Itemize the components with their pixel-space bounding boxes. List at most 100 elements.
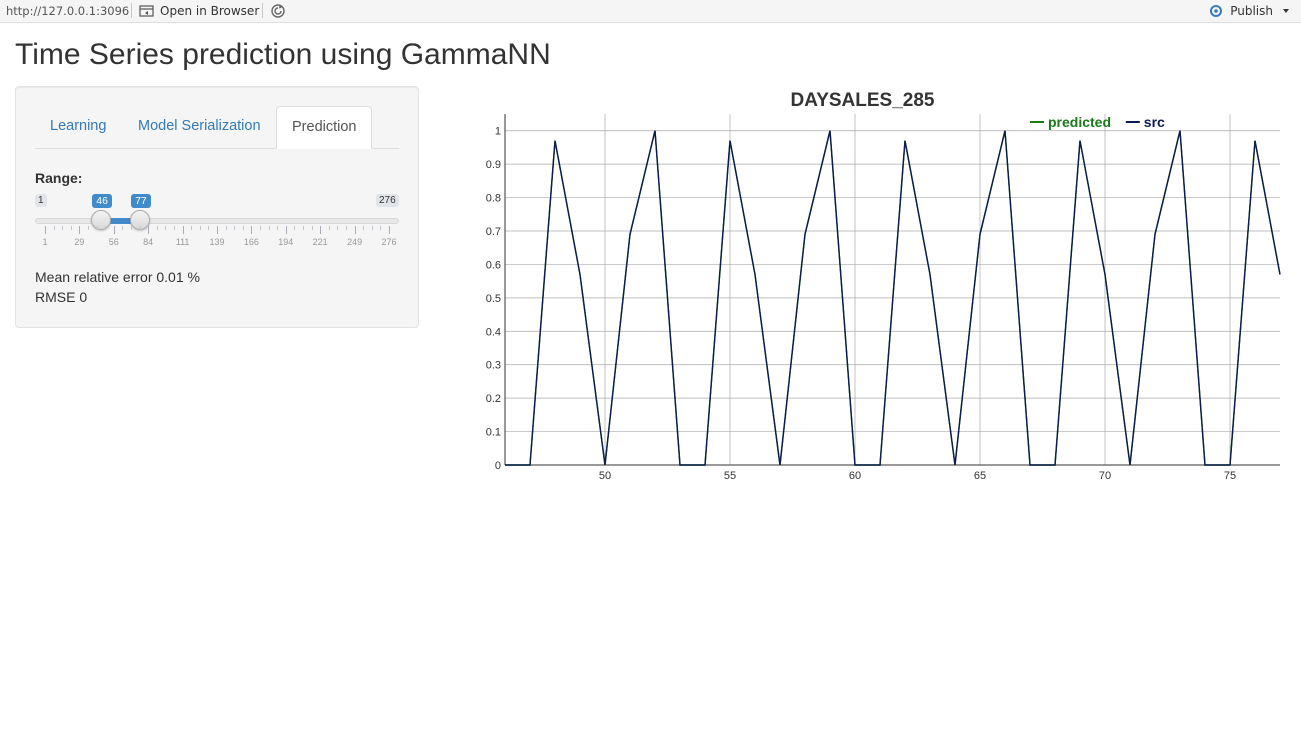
range-grid-minor-tick [303, 226, 304, 230]
range-grid-label: 56 [108, 237, 119, 247]
refresh-icon[interactable] [270, 3, 286, 19]
range-grid-label: 276 [381, 237, 397, 247]
legend-label-src: src [1144, 114, 1165, 130]
x-tick-label: 50 [599, 470, 611, 482]
range-grid-label: 139 [209, 237, 225, 247]
y-tick-label: 1 [495, 126, 501, 138]
x-tick-label: 75 [1224, 470, 1236, 482]
range-slider-track[interactable] [35, 218, 399, 224]
range-label: Range: [35, 170, 83, 186]
range-grid-minor-tick [62, 226, 64, 230]
range-grid-minor-tick [53, 226, 55, 230]
range-grid-major-tick [113, 226, 115, 234]
range-grid-minor-tick [242, 226, 244, 230]
range-grid-major-tick [389, 226, 390, 234]
publish-button[interactable]: Publish [1208, 3, 1293, 19]
range-grid-major-tick [182, 226, 184, 234]
range-grid-label: 249 [347, 237, 363, 247]
range-grid-minor-tick [337, 226, 339, 230]
y-tick-label: 0.1 [486, 427, 501, 439]
range-grid-minor-tick [70, 226, 72, 230]
range-grid-minor-tick [165, 226, 167, 230]
range-grid-major-tick [354, 226, 356, 234]
range-grid-minor-tick [225, 226, 227, 230]
range-grid-minor-tick [139, 226, 141, 230]
y-tick-label: 0.6 [486, 259, 501, 271]
range-grid-minor-tick [96, 226, 98, 230]
range-grid-label: 29 [74, 237, 85, 247]
range-grid-minor-tick [88, 226, 89, 230]
range-grid-minor-tick [346, 226, 347, 230]
prediction-chart: DAYSALES_285 0 0.1 0.2 0.3 0.4 0.5 0.6 0.7 0.8 0.9… [470, 86, 1290, 486]
range-grid-minor-tick [363, 226, 365, 230]
legend-label-predicted: predicted [1048, 114, 1111, 130]
toolbar-divider [262, 3, 263, 18]
range-grid-label: 111 [175, 237, 190, 247]
x-tick-label: 60 [849, 470, 861, 482]
range-grid-minor-tick [174, 226, 175, 230]
range-grid-minor-tick [311, 226, 313, 230]
range-grid-major-tick [285, 226, 287, 234]
publish-label: Publish [1230, 4, 1273, 18]
range-from-label: 46 [92, 194, 112, 208]
range-grid-minor-tick [294, 226, 296, 230]
tab-prediction[interactable]: Prediction [276, 106, 373, 149]
range-grid-minor-tick [156, 226, 158, 230]
page-title: Time Series prediction using GammaNN [15, 38, 551, 71]
chevron-down-icon [1283, 9, 1289, 13]
range-grid-minor-tick [105, 226, 107, 230]
tab-learning[interactable]: Learning [50, 118, 107, 134]
range-grid-major-tick [79, 226, 81, 234]
range-grid-minor-tick [328, 226, 330, 230]
x-tick-label: 70 [1099, 470, 1111, 482]
open-in-browser-label: Open in Browser [160, 4, 260, 18]
range-grid-label: 221 [312, 237, 328, 247]
y-tick-label: 0.3 [486, 360, 501, 372]
range-grid-major-tick [251, 226, 253, 234]
range-slider-fill [101, 218, 141, 224]
range-grid-minor-tick [277, 226, 279, 230]
open-in-browser-button[interactable]: Open in Browser [139, 3, 259, 19]
range-grid-minor-tick [131, 226, 132, 230]
range-grid-minor-tick [371, 226, 373, 230]
range-grid-minor-tick [234, 226, 236, 230]
y-tick-label: 0 [495, 460, 501, 472]
range-grid-label: 166 [243, 237, 259, 247]
range-grid-minor-tick [191, 226, 193, 230]
viewer-toolbar: http://127.0.0.1:3096 Open in Browser Pu… [0, 0, 1301, 23]
range-slider-grid: 1 29 56 84 111 139 166 194 221 249 276 [35, 226, 399, 250]
y-tick-label: 0.2 [486, 393, 501, 405]
range-grid-major-tick [45, 226, 46, 234]
range-grid-minor-tick [199, 226, 201, 230]
chart-title: DAYSALES_285 [791, 90, 935, 111]
sidebar-panel: Learning Model Serialization Prediction … [15, 86, 419, 328]
range-grid-minor-tick [208, 226, 210, 230]
y-tick-label: 0.8 [486, 193, 501, 205]
range-grid-major-tick [148, 226, 150, 234]
y-tick-label: 0.5 [486, 293, 501, 305]
range-grid-minor-tick [260, 226, 261, 230]
range-grid-minor-tick [122, 226, 124, 230]
tab-model-serialization[interactable]: Model Serialization [138, 118, 261, 134]
y-tick-label: 0.9 [486, 159, 501, 171]
range-max-label: 276 [376, 194, 399, 207]
y-tick-label: 0.7 [486, 226, 501, 238]
chart-svg: DAYSALES_285 0 0.1 0.2 0.3 0.4 0.5 0.6 0.7 0.8 0.9… [486, 90, 1281, 482]
range-min-label: 1 [35, 194, 47, 207]
url-label: http://127.0.0.1:3096 [6, 4, 130, 18]
tab-bar: Learning Model Serialization Prediction [35, 106, 399, 149]
mean-relative-error-text: Mean relative error 0.01 % [35, 269, 200, 285]
range-grid-label: 194 [278, 237, 294, 247]
range-grid-minor-tick [380, 226, 382, 230]
range-grid-label: 84 [143, 237, 154, 247]
rmse-text: RMSE 0 [35, 289, 88, 305]
series-line-src [505, 130, 1281, 466]
browser-window-icon [139, 5, 154, 17]
x-tick-label: 55 [724, 470, 736, 482]
range-slider-from-handle[interactable] [91, 210, 112, 230]
range-grid-minor-tick [268, 226, 270, 230]
range-grid-label: 1 [42, 237, 48, 247]
publish-icon [1210, 5, 1223, 17]
range-to-label: 77 [131, 194, 151, 208]
range-grid-major-tick [320, 226, 322, 234]
